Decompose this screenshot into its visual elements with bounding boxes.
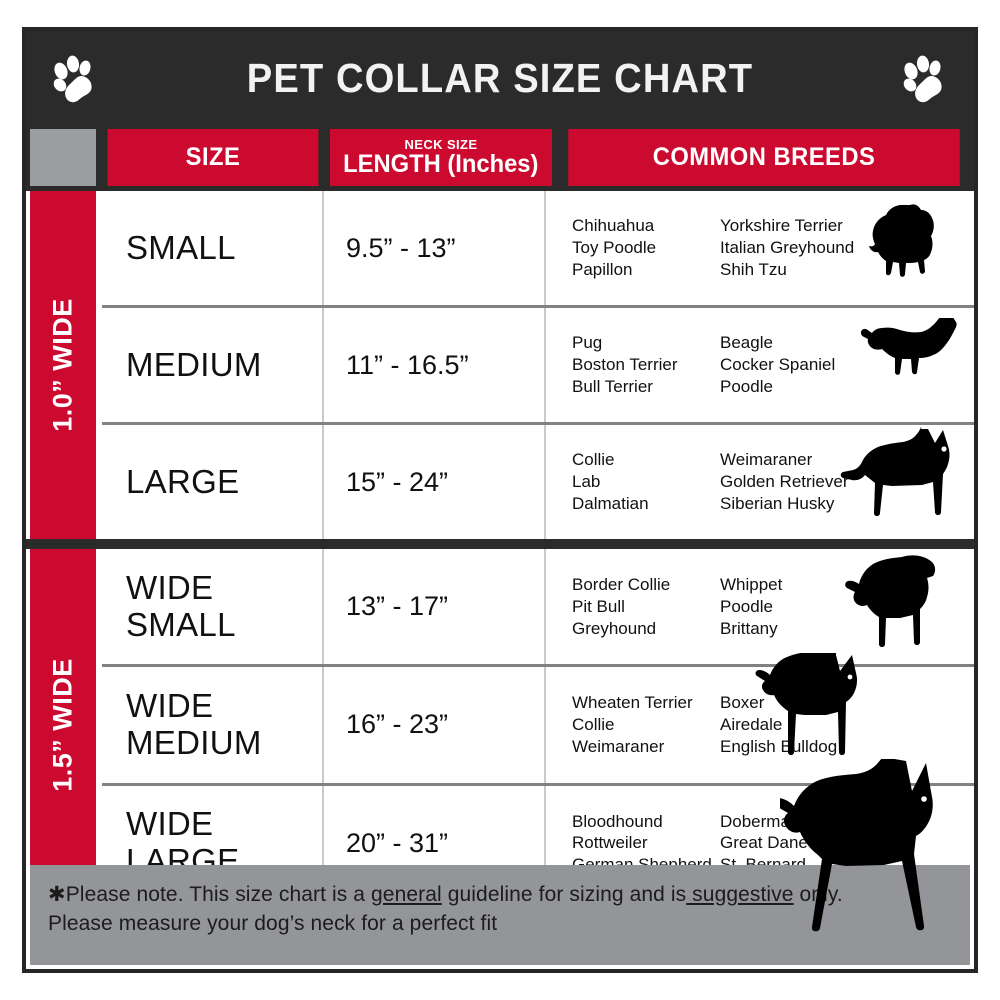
row-breeds: Pug Boston Terrier Bull Terrier Beagle C…: [546, 308, 974, 422]
table-row[interactable]: MEDIUM 11” - 16.5” Pug Boston Terrier Bu…: [102, 308, 974, 425]
breed-item: Lab: [572, 472, 601, 492]
section-1-0-wide: 1.0” WIDE SMALL 9.5” - 13” Chihuahua Toy…: [26, 191, 974, 539]
breeds-column-1: Wheaten Terrier Collie Weimaraner: [572, 692, 720, 757]
table-body: 1.0” WIDE SMALL 9.5” - 13” Chihuahua Toy…: [26, 191, 974, 969]
row-size: SMALL: [102, 191, 324, 305]
title-banner: PET COLLAR SIZE CHART: [26, 31, 974, 125]
breeds-column-2: Weimaraner Golden Retriever Siberian Hus…: [720, 449, 870, 514]
row-length: 16” - 23”: [324, 667, 546, 783]
table-header-row: SIZE NECK SIZE LENGTH (Inches) COMMON BR…: [26, 125, 974, 191]
table-row[interactable]: WIDE SMALL 13” - 17” Border Collie Pit Bu…: [102, 549, 974, 668]
breeds-column-1: Border Collie Pit Bull Greyhound: [572, 574, 720, 639]
header-corner-cell: [30, 129, 96, 186]
row-length: 15” - 24”: [324, 425, 546, 539]
breed-item: Shih Tzu: [720, 259, 787, 279]
breed-item: Poodle: [720, 376, 773, 396]
footer-underline-general: general: [371, 883, 442, 906]
footer-underline-suggestive: suggestive: [686, 883, 794, 906]
footer-text-b: guideline for sizing and is: [441, 883, 687, 906]
breed-item: Italian Greyhound: [720, 238, 855, 258]
breed-item: Papillon: [572, 259, 633, 279]
chart-frame: PET COLLAR SIZE CHART SIZE NECK SIZE LEN…: [22, 27, 978, 973]
breed-item: Poodle: [720, 596, 773, 616]
breed-item: Dalmatian: [572, 493, 649, 513]
breed-item: Yorkshire Terrier: [720, 216, 843, 236]
row-length: 20” - 31”: [324, 785, 546, 901]
footer-line-1: ✱Please note. This size chart is a gener…: [48, 881, 952, 910]
section-rows: SMALL 9.5” - 13” Chihuahua Toy Poodle Pa…: [102, 191, 974, 539]
breed-item: Bloodhound: [572, 811, 663, 831]
header-size: SIZE: [107, 129, 319, 186]
breed-item: Cocker Spaniel: [720, 355, 836, 375]
row-size: MEDIUM: [102, 308, 324, 422]
row-size: WIDE SMALL: [102, 549, 324, 665]
side-label-1-5-wide: 1.5” WIDE: [30, 549, 96, 901]
side-label-text: 1.5” WIDE: [47, 658, 78, 792]
breed-item: Airedale: [720, 715, 783, 735]
breed-item: Beagle: [720, 333, 773, 353]
section-1-5-wide: 1.5” WIDE WIDE SMALL 13” - 17” Border Col…: [26, 549, 974, 901]
section-divider: [26, 539, 974, 549]
row-breeds: Chihuahua Toy Poodle Papillon Yorkshire …: [546, 191, 974, 305]
table-row[interactable]: LARGE 15” - 24” Collie Lab Dalmatian Wei…: [102, 425, 974, 539]
table-row[interactable]: WIDE MEDIUM 16” - 23” Wheaten Terrier Col…: [102, 667, 974, 786]
breed-item: Toy Poodle: [572, 238, 657, 258]
breed-item: Whippet: [720, 575, 783, 595]
breed-item: Wheaten Terrier: [572, 693, 693, 713]
breed-item: Pug: [572, 333, 603, 353]
breed-item: Collie: [572, 450, 615, 470]
table-row[interactable]: SMALL 9.5” - 13” Chihuahua Toy Poodle Pa…: [102, 191, 974, 308]
row-size: WIDE MEDIUM: [102, 667, 324, 783]
breed-item: Weimaraner: [720, 450, 813, 470]
breed-item: Border Collie: [572, 575, 671, 595]
row-breeds: Wheaten Terrier Collie Weimaraner Boxer …: [546, 667, 974, 782]
header-length-label: LENGTH (Inches): [343, 150, 539, 178]
footer-note: ✱Please note. This size chart is a gener…: [30, 865, 970, 965]
breed-item: Weimaraner: [572, 736, 665, 756]
paw-print-icon-left: [52, 53, 98, 103]
row-breeds: Border Collie Pit Bull Greyhound Whippet…: [546, 549, 974, 664]
breed-item: English Bulldog: [720, 736, 838, 756]
breed-item: Brittany: [720, 618, 778, 638]
breed-item: Rottweiler: [572, 833, 648, 853]
breed-item: Golden Retriever: [720, 472, 849, 492]
breed-item: Siberian Husky: [720, 493, 835, 513]
breeds-column-2: Whippet Poodle Brittany: [720, 574, 870, 639]
breeds-column-2: Boxer Airedale English Bulldog: [720, 692, 870, 757]
breed-item: Greyhound: [572, 618, 657, 638]
breed-item: Chihuahua: [572, 216, 655, 236]
side-label-text: 1.0” WIDE: [47, 298, 78, 432]
header-length: NECK SIZE LENGTH (Inches): [330, 129, 552, 186]
breed-item: Bull Terrier: [572, 376, 653, 396]
breed-item: Pit Bull: [572, 596, 625, 616]
chart-title: PET COLLAR SIZE CHART: [246, 54, 754, 101]
section-rows: WIDE SMALL 13” - 17” Border Collie Pit Bu…: [102, 549, 974, 901]
row-length: 11” - 16.5”: [324, 308, 546, 422]
breeds-column-1: Chihuahua Toy Poodle Papillon: [572, 215, 720, 280]
row-length: 9.5” - 13”: [324, 191, 546, 305]
breeds-column-1: Collie Lab Dalmatian: [572, 449, 720, 514]
side-label-1-0-wide: 1.0” WIDE: [30, 191, 96, 539]
row-size: LARGE: [102, 425, 324, 539]
breed-item: Great Dane: [720, 833, 808, 853]
paw-print-icon-right: [902, 53, 948, 103]
breeds-column-1: Pug Boston Terrier Bull Terrier: [572, 332, 720, 397]
footer-text-a: ✱Please note. This size chart is a: [48, 883, 372, 906]
breeds-column-2: Beagle Cocker Spaniel Poodle: [720, 332, 870, 397]
breed-item: Collie: [572, 715, 615, 735]
row-length: 13” - 17”: [324, 549, 546, 665]
footer-line-2: Please measure your dog’s neck for a per…: [48, 911, 498, 935]
breed-item: Boxer: [720, 693, 765, 713]
breeds-column-2: Yorkshire Terrier Italian Greyhound Shih…: [720, 215, 870, 280]
footer-text-c: only.: [793, 883, 843, 906]
breed-item: Boston Terrier: [572, 355, 678, 375]
breed-item: Doberman: [720, 811, 800, 831]
header-common-breeds: COMMON BREEDS: [568, 129, 960, 186]
header-neck-size-label: NECK SIZE: [404, 137, 478, 152]
row-breeds: Collie Lab Dalmatian Weimaraner Golden R…: [546, 425, 974, 539]
